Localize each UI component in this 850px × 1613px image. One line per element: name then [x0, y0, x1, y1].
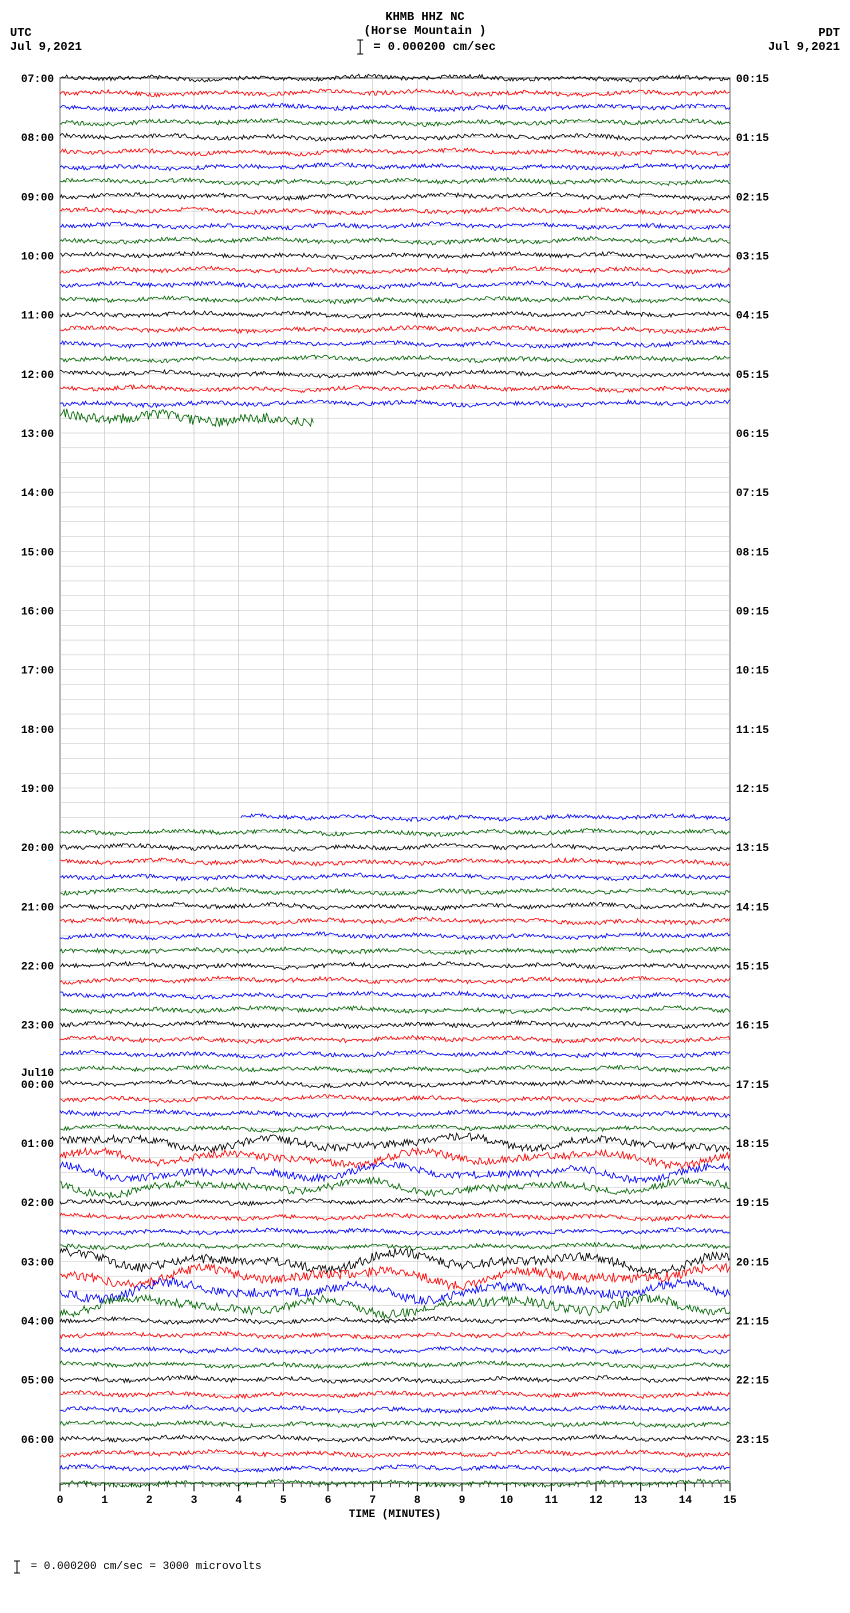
svg-text:16:15: 16:15 — [736, 1021, 769, 1033]
svg-text:13:15: 13:15 — [736, 843, 769, 855]
svg-text:05:00: 05:00 — [21, 1376, 54, 1388]
svg-text:13:00: 13:00 — [21, 429, 54, 441]
header-center: KHMB HHZ NC (Horse Mountain ) = 0.000200… — [354, 10, 496, 56]
scale-legend: = 0.000200 cm/sec — [354, 38, 496, 56]
svg-text:6: 6 — [325, 1495, 332, 1507]
svg-text:09:00: 09:00 — [21, 192, 54, 204]
svg-text:07:00: 07:00 — [21, 74, 54, 86]
svg-text:19:00: 19:00 — [21, 784, 54, 796]
right-date-label: Jul 9,2021 — [768, 40, 840, 54]
svg-text:23:00: 23:00 — [21, 1021, 54, 1033]
right-tz-label: PDT — [768, 26, 840, 40]
svg-text:19:15: 19:15 — [736, 1198, 769, 1210]
svg-text:09:15: 09:15 — [736, 607, 769, 619]
svg-text:15:00: 15:00 — [21, 547, 54, 559]
svg-text:16:00: 16:00 — [21, 607, 54, 619]
svg-text:9: 9 — [459, 1495, 466, 1507]
svg-text:04:00: 04:00 — [21, 1317, 54, 1329]
left-tz-label: UTC — [10, 26, 82, 40]
svg-text:10: 10 — [500, 1495, 513, 1507]
svg-text:14:00: 14:00 — [21, 488, 54, 500]
svg-text:03:15: 03:15 — [736, 252, 769, 264]
svg-text:04:15: 04:15 — [736, 311, 769, 323]
svg-text:00:15: 00:15 — [736, 74, 769, 86]
seismogram-container: UTC Jul 9,2021 KHMB HHZ NC (Horse Mounta… — [10, 10, 840, 1574]
svg-text:02:00: 02:00 — [21, 1198, 54, 1210]
svg-text:07:15: 07:15 — [736, 488, 769, 500]
footer-text: = 0.000200 cm/sec = 3000 microvolts — [31, 1561, 262, 1573]
svg-text:13: 13 — [634, 1495, 648, 1507]
svg-text:03:00: 03:00 — [21, 1257, 54, 1269]
svg-text:18:15: 18:15 — [736, 1139, 769, 1151]
svg-text:08:00: 08:00 — [21, 133, 54, 145]
svg-text:15:15: 15:15 — [736, 962, 769, 974]
svg-text:3: 3 — [191, 1495, 198, 1507]
seismogram-svg: 07:00 08:00 09:00 10:00 11:00 12:00 13:00 14:00… — [10, 70, 840, 1550]
svg-text:22:15: 22:15 — [736, 1376, 769, 1388]
footer: = 0.000200 cm/sec = 3000 microvolts — [10, 1560, 840, 1574]
svg-text:21:00: 21:00 — [21, 902, 54, 914]
svg-text:17:00: 17:00 — [21, 666, 54, 678]
svg-text:05:15: 05:15 — [736, 370, 769, 382]
svg-text:11:00: 11:00 — [21, 311, 54, 323]
scale-text: = 0.000200 cm/sec — [373, 40, 495, 54]
svg-text:14:15: 14:15 — [736, 902, 769, 914]
header-left: UTC Jul 9,2021 — [10, 26, 82, 54]
svg-text:11:15: 11:15 — [736, 725, 769, 737]
svg-text:12:15: 12:15 — [736, 784, 769, 796]
svg-text:11: 11 — [545, 1495, 559, 1507]
svg-text:5: 5 — [280, 1495, 287, 1507]
svg-text:20:15: 20:15 — [736, 1257, 769, 1269]
svg-text:08:15: 08:15 — [736, 547, 769, 559]
svg-text:12:00: 12:00 — [21, 370, 54, 382]
svg-text:01:00: 01:00 — [21, 1139, 54, 1151]
svg-text:7: 7 — [369, 1495, 376, 1507]
svg-text:21:15: 21:15 — [736, 1317, 769, 1329]
svg-text:15: 15 — [723, 1495, 737, 1507]
svg-text:17:15: 17:15 — [736, 1080, 769, 1092]
svg-text:22:00: 22:00 — [21, 962, 54, 974]
header: UTC Jul 9,2021 KHMB HHZ NC (Horse Mounta… — [10, 10, 840, 70]
plot-area: 07:00 08:00 09:00 10:00 11:00 12:00 13:00 14:00… — [10, 70, 840, 1550]
svg-text:1: 1 — [101, 1495, 108, 1507]
svg-text:10:00: 10:00 — [21, 252, 54, 264]
svg-text:06:15: 06:15 — [736, 429, 769, 441]
svg-text:12: 12 — [589, 1495, 602, 1507]
svg-text:23:15: 23:15 — [736, 1435, 769, 1447]
svg-text:18:00: 18:00 — [21, 725, 54, 737]
svg-text:TIME (MINUTES): TIME (MINUTES) — [349, 1509, 441, 1521]
svg-text:06:00: 06:00 — [21, 1435, 54, 1447]
svg-text:02:15: 02:15 — [736, 192, 769, 204]
station-label: KHMB HHZ NC — [354, 10, 496, 24]
svg-text:01:15: 01:15 — [736, 133, 769, 145]
location-label: (Horse Mountain ) — [354, 24, 496, 38]
svg-text:0: 0 — [57, 1495, 64, 1507]
svg-text:10:15: 10:15 — [736, 666, 769, 678]
left-date-label: Jul 9,2021 — [10, 40, 82, 54]
svg-text:00:00: 00:00 — [21, 1080, 54, 1092]
svg-text:4: 4 — [235, 1495, 242, 1507]
svg-text:2: 2 — [146, 1495, 153, 1507]
svg-text:Jul10: Jul10 — [21, 1068, 54, 1080]
svg-text:8: 8 — [414, 1495, 421, 1507]
svg-text:14: 14 — [679, 1495, 693, 1507]
svg-text:20:00: 20:00 — [21, 843, 54, 855]
header-right: PDT Jul 9,2021 — [768, 26, 840, 54]
